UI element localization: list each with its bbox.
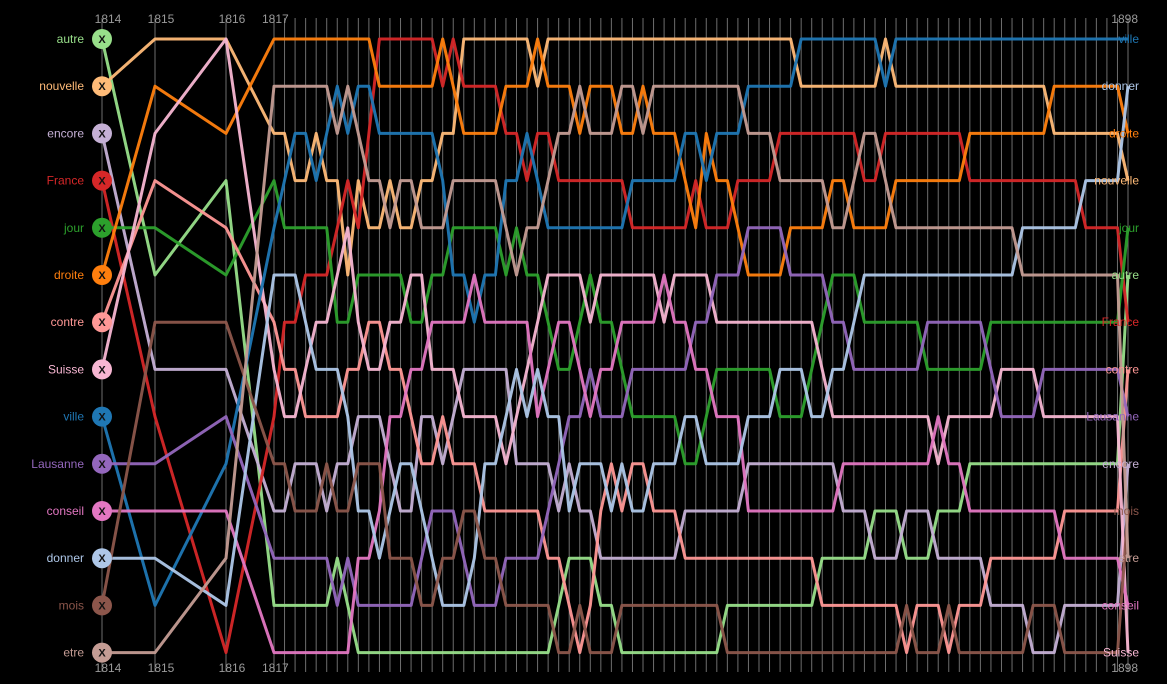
year-label-top-1815: 1815 (148, 12, 175, 26)
year-label-top-1898: 1898 (1111, 12, 1138, 26)
year-label-top-1814: 1814 (95, 12, 122, 26)
start-marker-droite (92, 265, 112, 285)
year-label-bottom-1816: 1816 (219, 661, 246, 675)
left-label-Suisse: Suisse (48, 362, 84, 376)
left-label-droite: droite (54, 268, 84, 282)
left-rank-labels: autre nouvelle encore France jour droite contr… (31, 32, 84, 660)
series-line-jour (102, 179, 1130, 466)
start-marker-encore (92, 123, 112, 144)
series-line-conseil (102, 273, 1130, 655)
year-label-top-1816: 1816 (219, 12, 246, 26)
start-marker-text-nouvelle: X (98, 81, 106, 93)
left-label-autre: autre (57, 32, 85, 46)
start-marker-nouvelle (92, 76, 112, 97)
right-label-etre: etre (1118, 551, 1139, 565)
start-marker-jour (92, 217, 112, 238)
series-line-Suisse (100, 37, 1130, 653)
left-label-mois: mois (59, 598, 84, 612)
left-label-Lausanne: Lausanne (31, 457, 84, 471)
right-label-Lausanne: Lausanne (1086, 410, 1139, 424)
right-label-mois: mois (1114, 504, 1139, 518)
start-marker-text-ville: X (98, 412, 106, 424)
start-marker-text-conseil: X (98, 506, 106, 518)
right-rank-labels: ville donner droite nouvelle jour autre France… (1086, 32, 1139, 660)
series-line-donner (102, 86, 1130, 607)
start-marker-text-donner: X (98, 553, 106, 565)
start-marker-donner (92, 548, 112, 569)
start-marker-ville (92, 406, 112, 427)
start-marker-text-jour: X (98, 223, 106, 235)
left-label-nouvelle: nouvelle (39, 79, 84, 93)
right-label-conseil: conseil (1102, 598, 1139, 612)
start-marker-text-Suisse: X (98, 364, 106, 376)
series-line-France (100, 37, 1130, 655)
left-label-donner: donner (47, 551, 84, 565)
start-marker-contre (92, 312, 112, 333)
series-line-nouvelle (101, 37, 1130, 277)
year-label-bottom-1817: 1817 (262, 661, 289, 675)
right-label-encore: encore (1102, 457, 1139, 471)
series-line-mois (100, 320, 1130, 655)
start-marker-mois (92, 595, 112, 616)
right-label-France: France (1102, 315, 1140, 329)
start-marker-France (92, 170, 112, 191)
left-label-encore: encore (47, 126, 84, 140)
start-marker-conseil (92, 501, 112, 521)
start-marker-text-Lausanne: X (98, 459, 106, 471)
left-label-jour: jour (63, 221, 84, 235)
series-line-ville (100, 37, 1128, 607)
start-marker-text-droite: X (98, 270, 106, 282)
year-label-bottom-1814: 1814 (95, 661, 122, 675)
start-marker-autre (92, 29, 112, 49)
year-label-bottom-1815: 1815 (148, 661, 175, 675)
right-label-ville: ville (1118, 32, 1139, 46)
series-line-Lausanne (102, 226, 1130, 607)
right-label-droite: droite (1109, 126, 1139, 140)
start-marker-text-France: X (98, 176, 106, 188)
series-line-droite (100, 37, 1130, 277)
right-label-Suisse: Suisse (1103, 646, 1139, 660)
start-marker-text-autre: X (98, 34, 106, 46)
start-marker-text-etre: X (98, 648, 106, 660)
left-label-etre: etre (63, 646, 84, 660)
start-marker-text-contre: X (98, 317, 106, 329)
right-label-donner: donner (1102, 79, 1139, 93)
right-label-nouvelle: nouvelle (1094, 174, 1139, 188)
year-labels-top: 1814 1815 1816 1817 1898 (95, 12, 1139, 26)
series-line-autre (100, 38, 1130, 655)
start-marker-text-mois: X (98, 600, 106, 612)
series-line-etre (102, 84, 1130, 655)
start-marker-Lausanne (92, 453, 112, 474)
start-marker-etre (92, 642, 112, 663)
year-labels-bottom: 1814 1815 1816 1817 1898 (95, 661, 1139, 675)
series-line-contre (100, 179, 1130, 655)
right-label-autre: autre (1112, 268, 1140, 282)
year-label-bottom-1898: 1898 (1111, 661, 1138, 675)
right-label-contre: contre (1106, 362, 1140, 376)
series-lines (100, 37, 1130, 655)
year-label-top-1817: 1817 (262, 12, 289, 26)
left-label-ville: ville (63, 410, 84, 424)
start-markers: X X X X X X X X X X X X X X (92, 29, 112, 663)
left-label-France: France (47, 174, 85, 188)
right-label-jour: jour (1118, 221, 1139, 235)
series-line-encore (100, 133, 1130, 655)
start-marker-text-encore: X (98, 128, 106, 140)
start-marker-Suisse (92, 359, 112, 380)
left-label-conseil: conseil (47, 504, 84, 518)
left-label-contre: contre (51, 315, 85, 329)
